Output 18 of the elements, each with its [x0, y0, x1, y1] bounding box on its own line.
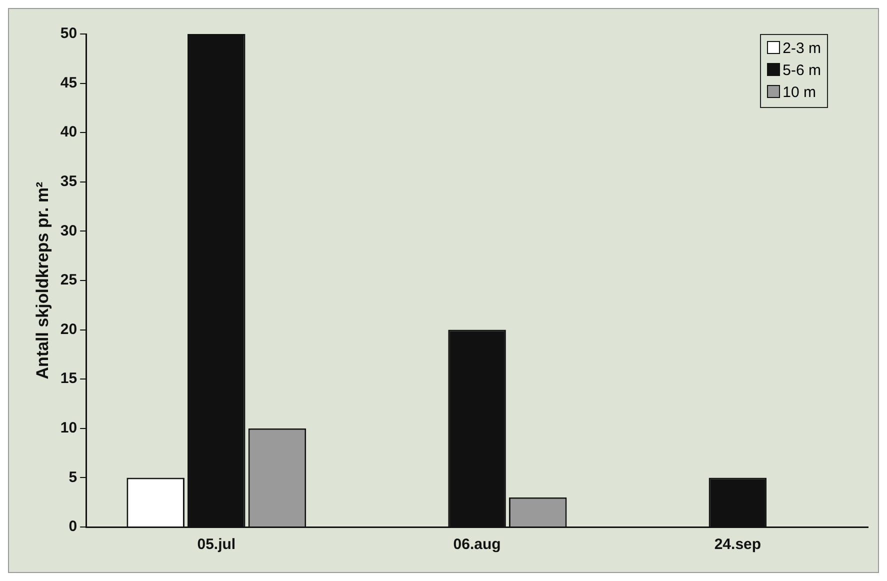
- y-tick-label: 20: [60, 320, 78, 338]
- y-tick-label: 5: [68, 468, 78, 486]
- y-tick-label: 30: [60, 222, 78, 240]
- y-tick-label: 25: [60, 272, 78, 289]
- y-tick-label: 45: [60, 74, 78, 92]
- legend-label: 10 m: [782, 83, 818, 103]
- y-tick-label: 15: [60, 370, 78, 388]
- y-axis-title: Antall skjoldkreps pr. m²: [32, 181, 52, 380]
- y-tick-label: 40: [60, 124, 78, 141]
- legend-label: 5-6 m: [782, 61, 821, 81]
- legend-label: 2-3 m: [782, 39, 821, 59]
- x-tick-label: 05.jul: [197, 536, 236, 554]
- y-tick-label: 50: [60, 25, 78, 42]
- y-tick-label: 35: [60, 173, 78, 190]
- y-tick-label: 0: [68, 518, 78, 536]
- x-tick-label: 06.aug: [453, 536, 501, 554]
- x-tick-label: 24.sep: [714, 536, 762, 554]
- y-tick-label: 10: [60, 420, 78, 437]
